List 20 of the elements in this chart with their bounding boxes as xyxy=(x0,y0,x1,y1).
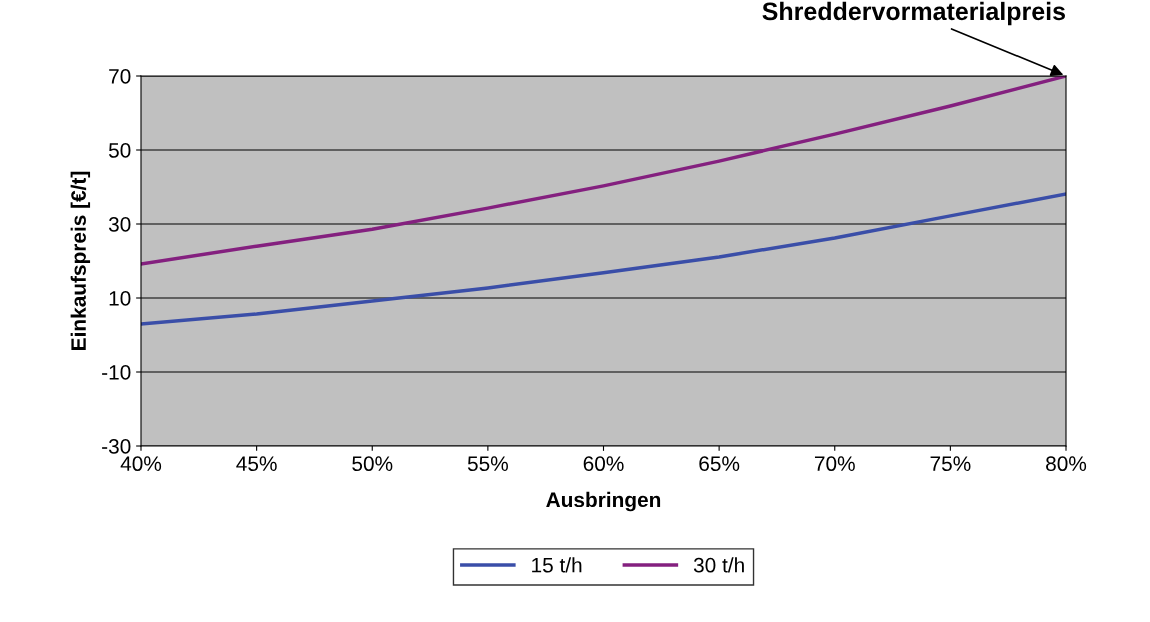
y-axis-title: Einkaufspreis [€/t] xyxy=(70,171,91,350)
x-axis-title: Ausbringen xyxy=(546,491,661,512)
y-tick-label: 10 xyxy=(109,291,131,306)
x-tick-label: 40% xyxy=(120,456,162,472)
y-tick-label: -30 xyxy=(102,439,131,454)
x-tick-label: 50% xyxy=(352,456,393,472)
y-tick-label: 30 xyxy=(108,217,131,232)
y-tick-label: 50 xyxy=(108,143,131,158)
x-tick-label: 70% xyxy=(814,456,855,472)
x-tick-label: 75% xyxy=(930,456,971,472)
x-tick-label: 60% xyxy=(583,456,624,472)
x-tick-label: 80% xyxy=(1046,456,1087,472)
x-tick-label: 65% xyxy=(699,456,740,472)
annotation: Shreddervormaterialpreis xyxy=(762,1,1065,26)
y-tick-label: 70 xyxy=(109,69,131,84)
legend-label: 15 t/h xyxy=(532,557,582,573)
legend-label: 30 t/h xyxy=(693,557,744,573)
y-tick-label: -10 xyxy=(102,365,131,380)
x-tick-label: 45% xyxy=(236,456,277,472)
x-tick-label: 55% xyxy=(467,456,508,472)
